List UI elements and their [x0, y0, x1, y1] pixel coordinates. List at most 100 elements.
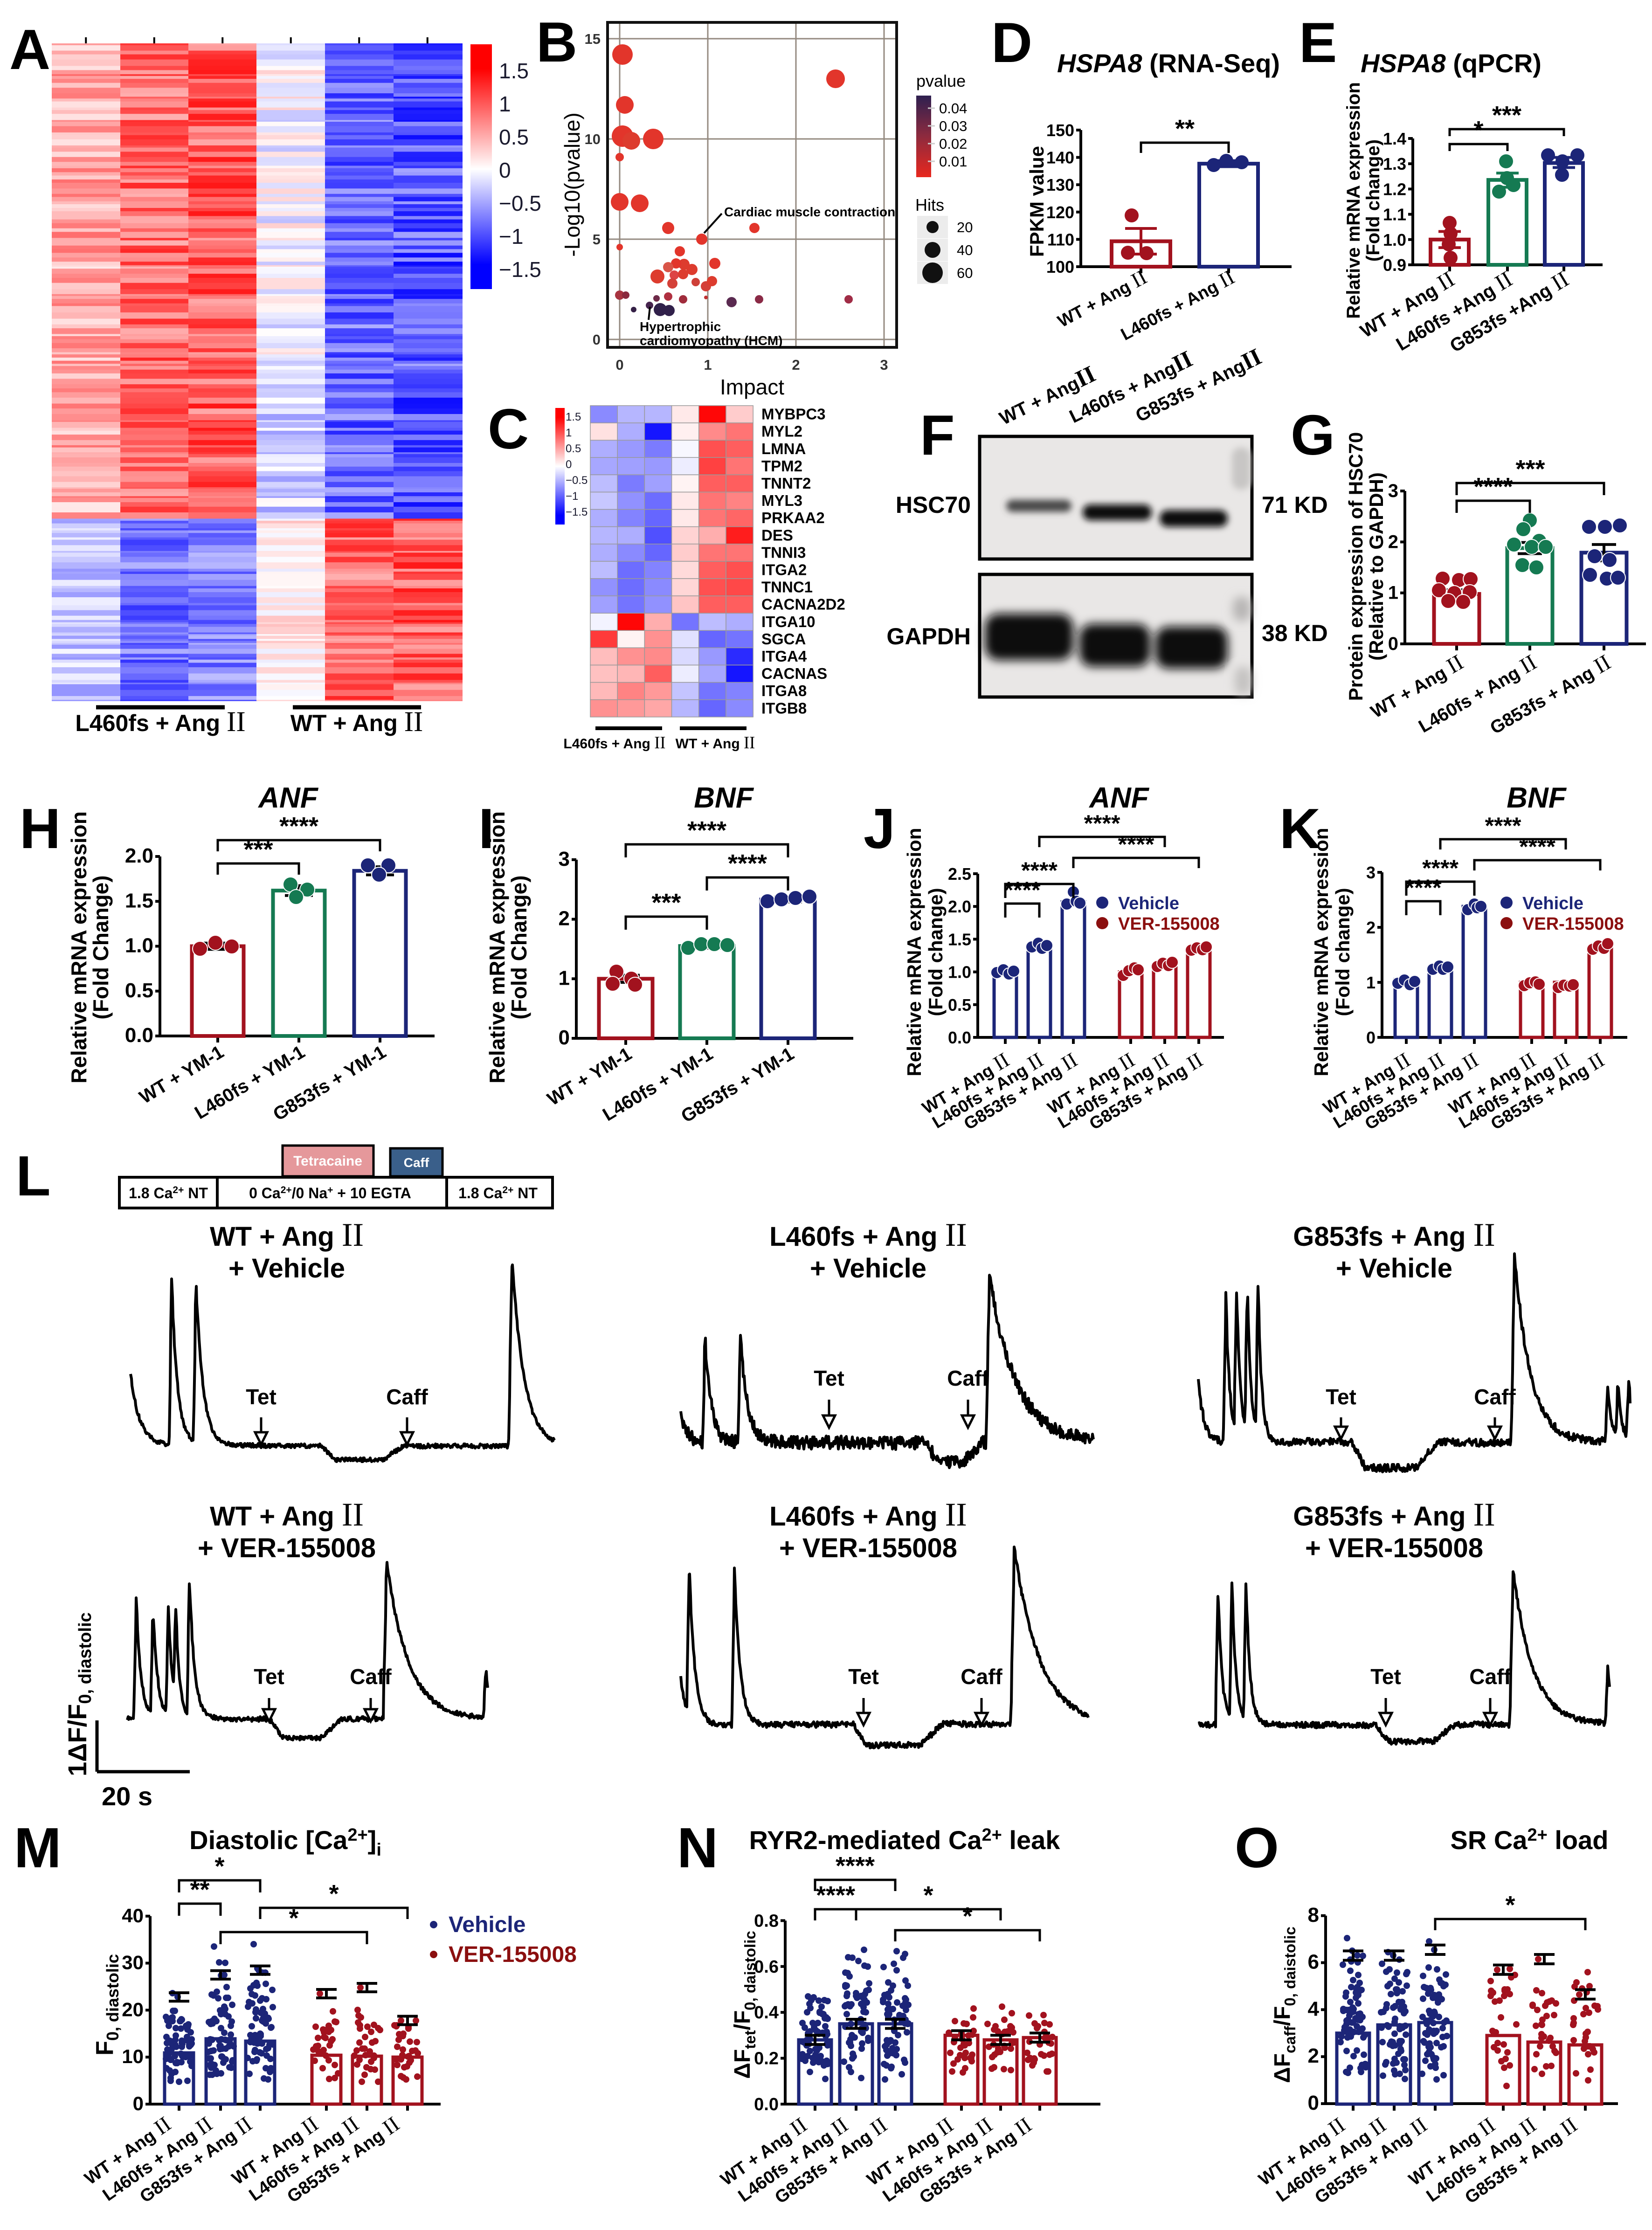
svg-text:G853fs + Ang II: G853fs + Ang II — [1485, 650, 1615, 739]
svg-text:1: 1 — [1388, 583, 1398, 603]
svg-text:Vehicle: Vehicle — [449, 1912, 525, 1937]
svg-text:ITGA2: ITGA2 — [761, 561, 807, 578]
svg-text:WT + Ang II: WT + Ang II — [676, 733, 755, 752]
svg-text:−0.5: −0.5 — [566, 474, 588, 487]
svg-text:Caff: Caff — [1469, 1664, 1511, 1689]
svg-text:CACNAS: CACNAS — [761, 665, 827, 682]
svg-text:HSPA8 (qPCR): HSPA8 (qPCR) — [1361, 48, 1541, 78]
svg-text:20 s: 20 s — [102, 1781, 152, 1811]
svg-text:4: 4 — [1308, 1997, 1320, 2020]
svg-text:*: * — [923, 1881, 933, 1909]
svg-text:60: 60 — [957, 265, 973, 281]
svg-text:LMNA: LMNA — [761, 440, 806, 457]
svg-text:38 KD: 38 KD — [1262, 620, 1328, 646]
svg-text:ITGA4: ITGA4 — [761, 648, 807, 665]
svg-text:1.8 Ca2+ NT: 1.8 Ca2+ NT — [129, 1185, 208, 1201]
svg-text:G853fs + Ang II: G853fs + Ang II — [1293, 1497, 1495, 1533]
svg-text:Vehicle: Vehicle — [1522, 894, 1583, 913]
svg-text:E: E — [1299, 11, 1337, 74]
svg-text:Relative mRNA expression: Relative mRNA expression — [1310, 828, 1332, 1077]
svg-text:10: 10 — [585, 131, 601, 147]
svg-text:140: 140 — [1046, 148, 1074, 167]
svg-text:***: *** — [1492, 101, 1521, 129]
svg-text:1.5: 1.5 — [948, 930, 971, 949]
svg-text:120: 120 — [1046, 203, 1074, 222]
svg-text:VER-155008: VER-155008 — [449, 1942, 577, 1967]
svg-text:****: **** — [1422, 855, 1458, 881]
svg-text:*: * — [214, 1852, 224, 1880]
svg-text:O: O — [1235, 1816, 1279, 1879]
svg-text:2.0: 2.0 — [125, 844, 153, 867]
svg-text:10: 10 — [122, 2045, 144, 2067]
svg-text:SGCA: SGCA — [761, 630, 806, 648]
svg-text:0 Ca2+/0 Na+ + 10 EGTA: 0 Ca2+/0 Na+ + 10 EGTA — [249, 1185, 411, 1201]
svg-text:2: 2 — [1366, 918, 1376, 937]
svg-text:1: 1 — [499, 92, 511, 116]
svg-text:0: 0 — [1366, 1028, 1376, 1047]
svg-text:Caff: Caff — [386, 1385, 428, 1409]
svg-text:L460fs + Ang II: L460fs + Ang II — [769, 1497, 967, 1533]
svg-text:DES: DES — [761, 526, 793, 544]
svg-text:Vehicle: Vehicle — [1118, 894, 1179, 913]
svg-text:1: 1 — [559, 967, 570, 989]
svg-text:(Fold Change): (Fold Change) — [89, 875, 113, 1019]
svg-text:0.4: 0.4 — [754, 2003, 779, 2023]
svg-text:1.0: 1.0 — [948, 963, 971, 982]
svg-text:****: **** — [1021, 857, 1058, 884]
svg-text:Relative mRNA expression: Relative mRNA expression — [1343, 82, 1364, 319]
svg-text:FPKM value: FPKM value — [1026, 146, 1048, 257]
svg-text:0.02: 0.02 — [939, 136, 967, 152]
svg-text:cardiomyopathy (HCM): cardiomyopathy (HCM) — [640, 333, 782, 348]
svg-text:ANF: ANF — [1088, 782, 1150, 814]
svg-text:1: 1 — [566, 427, 572, 439]
svg-text:2: 2 — [559, 907, 570, 930]
svg-text:−0.5: −0.5 — [499, 191, 541, 215]
svg-text:0: 0 — [499, 158, 511, 182]
svg-text:71 KD: 71 KD — [1262, 492, 1328, 518]
svg-text:3: 3 — [1388, 481, 1398, 501]
svg-text:0.0: 0.0 — [125, 1024, 153, 1047]
svg-text:D: D — [991, 11, 1032, 74]
svg-text:1ΔF/F0, diastolic: 1ΔF/F0, diastolic — [62, 1612, 95, 1776]
svg-text:Relative mRNA expression: Relative mRNA expression — [903, 828, 925, 1077]
svg-text:****: **** — [836, 1852, 875, 1880]
svg-text:I: I — [478, 797, 494, 860]
svg-text:1.1: 1.1 — [1383, 205, 1406, 224]
svg-text:Tet: Tet — [848, 1664, 879, 1689]
svg-text:****: **** — [1473, 473, 1513, 501]
svg-text:L460fs + Ang II: L460fs + Ang II — [75, 706, 245, 738]
svg-text:1.2: 1.2 — [1383, 180, 1406, 199]
svg-text:(Fold Change): (Fold Change) — [507, 875, 531, 1019]
svg-text:G: G — [1291, 403, 1335, 467]
svg-text:1.5: 1.5 — [125, 889, 153, 912]
svg-text:WT + Ang II: WT + Ang II — [210, 1217, 364, 1253]
svg-text:1: 1 — [1366, 973, 1376, 992]
svg-text:(Fold change): (Fold change) — [925, 888, 947, 1016]
svg-text:SR Ca2+ load: SR Ca2+ load — [1451, 1825, 1609, 1855]
svg-text:****: **** — [1519, 834, 1555, 860]
svg-text:VER-155008: VER-155008 — [1118, 914, 1220, 934]
svg-text:GAPDH: GAPDH — [886, 623, 971, 649]
svg-text:0: 0 — [133, 2092, 144, 2114]
svg-text:0.5: 0.5 — [125, 979, 153, 1002]
svg-text:****: **** — [1118, 831, 1154, 857]
svg-text:20: 20 — [957, 219, 973, 235]
svg-text:****: **** — [279, 812, 318, 840]
svg-text:Tet: Tet — [1370, 1664, 1401, 1689]
svg-text:Caff: Caff — [350, 1664, 392, 1689]
svg-text:Caff: Caff — [1474, 1385, 1516, 1409]
svg-text:***: *** — [1515, 455, 1545, 483]
svg-text:3: 3 — [1366, 863, 1376, 882]
svg-text:L460fs + Ang II: L460fs + Ang II — [1414, 650, 1541, 737]
svg-text:0.6: 0.6 — [754, 1957, 779, 1977]
svg-text:Caff: Caff — [947, 1366, 989, 1390]
svg-text:****: **** — [1084, 810, 1120, 836]
svg-text:*: * — [1505, 1891, 1515, 1919]
svg-text:Tet: Tet — [814, 1366, 844, 1390]
svg-text:Caff: Caff — [404, 1155, 429, 1170]
svg-text:8: 8 — [1308, 1904, 1319, 1926]
svg-text:150: 150 — [1046, 121, 1074, 140]
svg-text:Hypertrophic: Hypertrophic — [640, 319, 721, 334]
svg-text:TNNT2: TNNT2 — [761, 475, 811, 492]
svg-text:-Log10(pvalue): -Log10(pvalue) — [560, 112, 584, 256]
